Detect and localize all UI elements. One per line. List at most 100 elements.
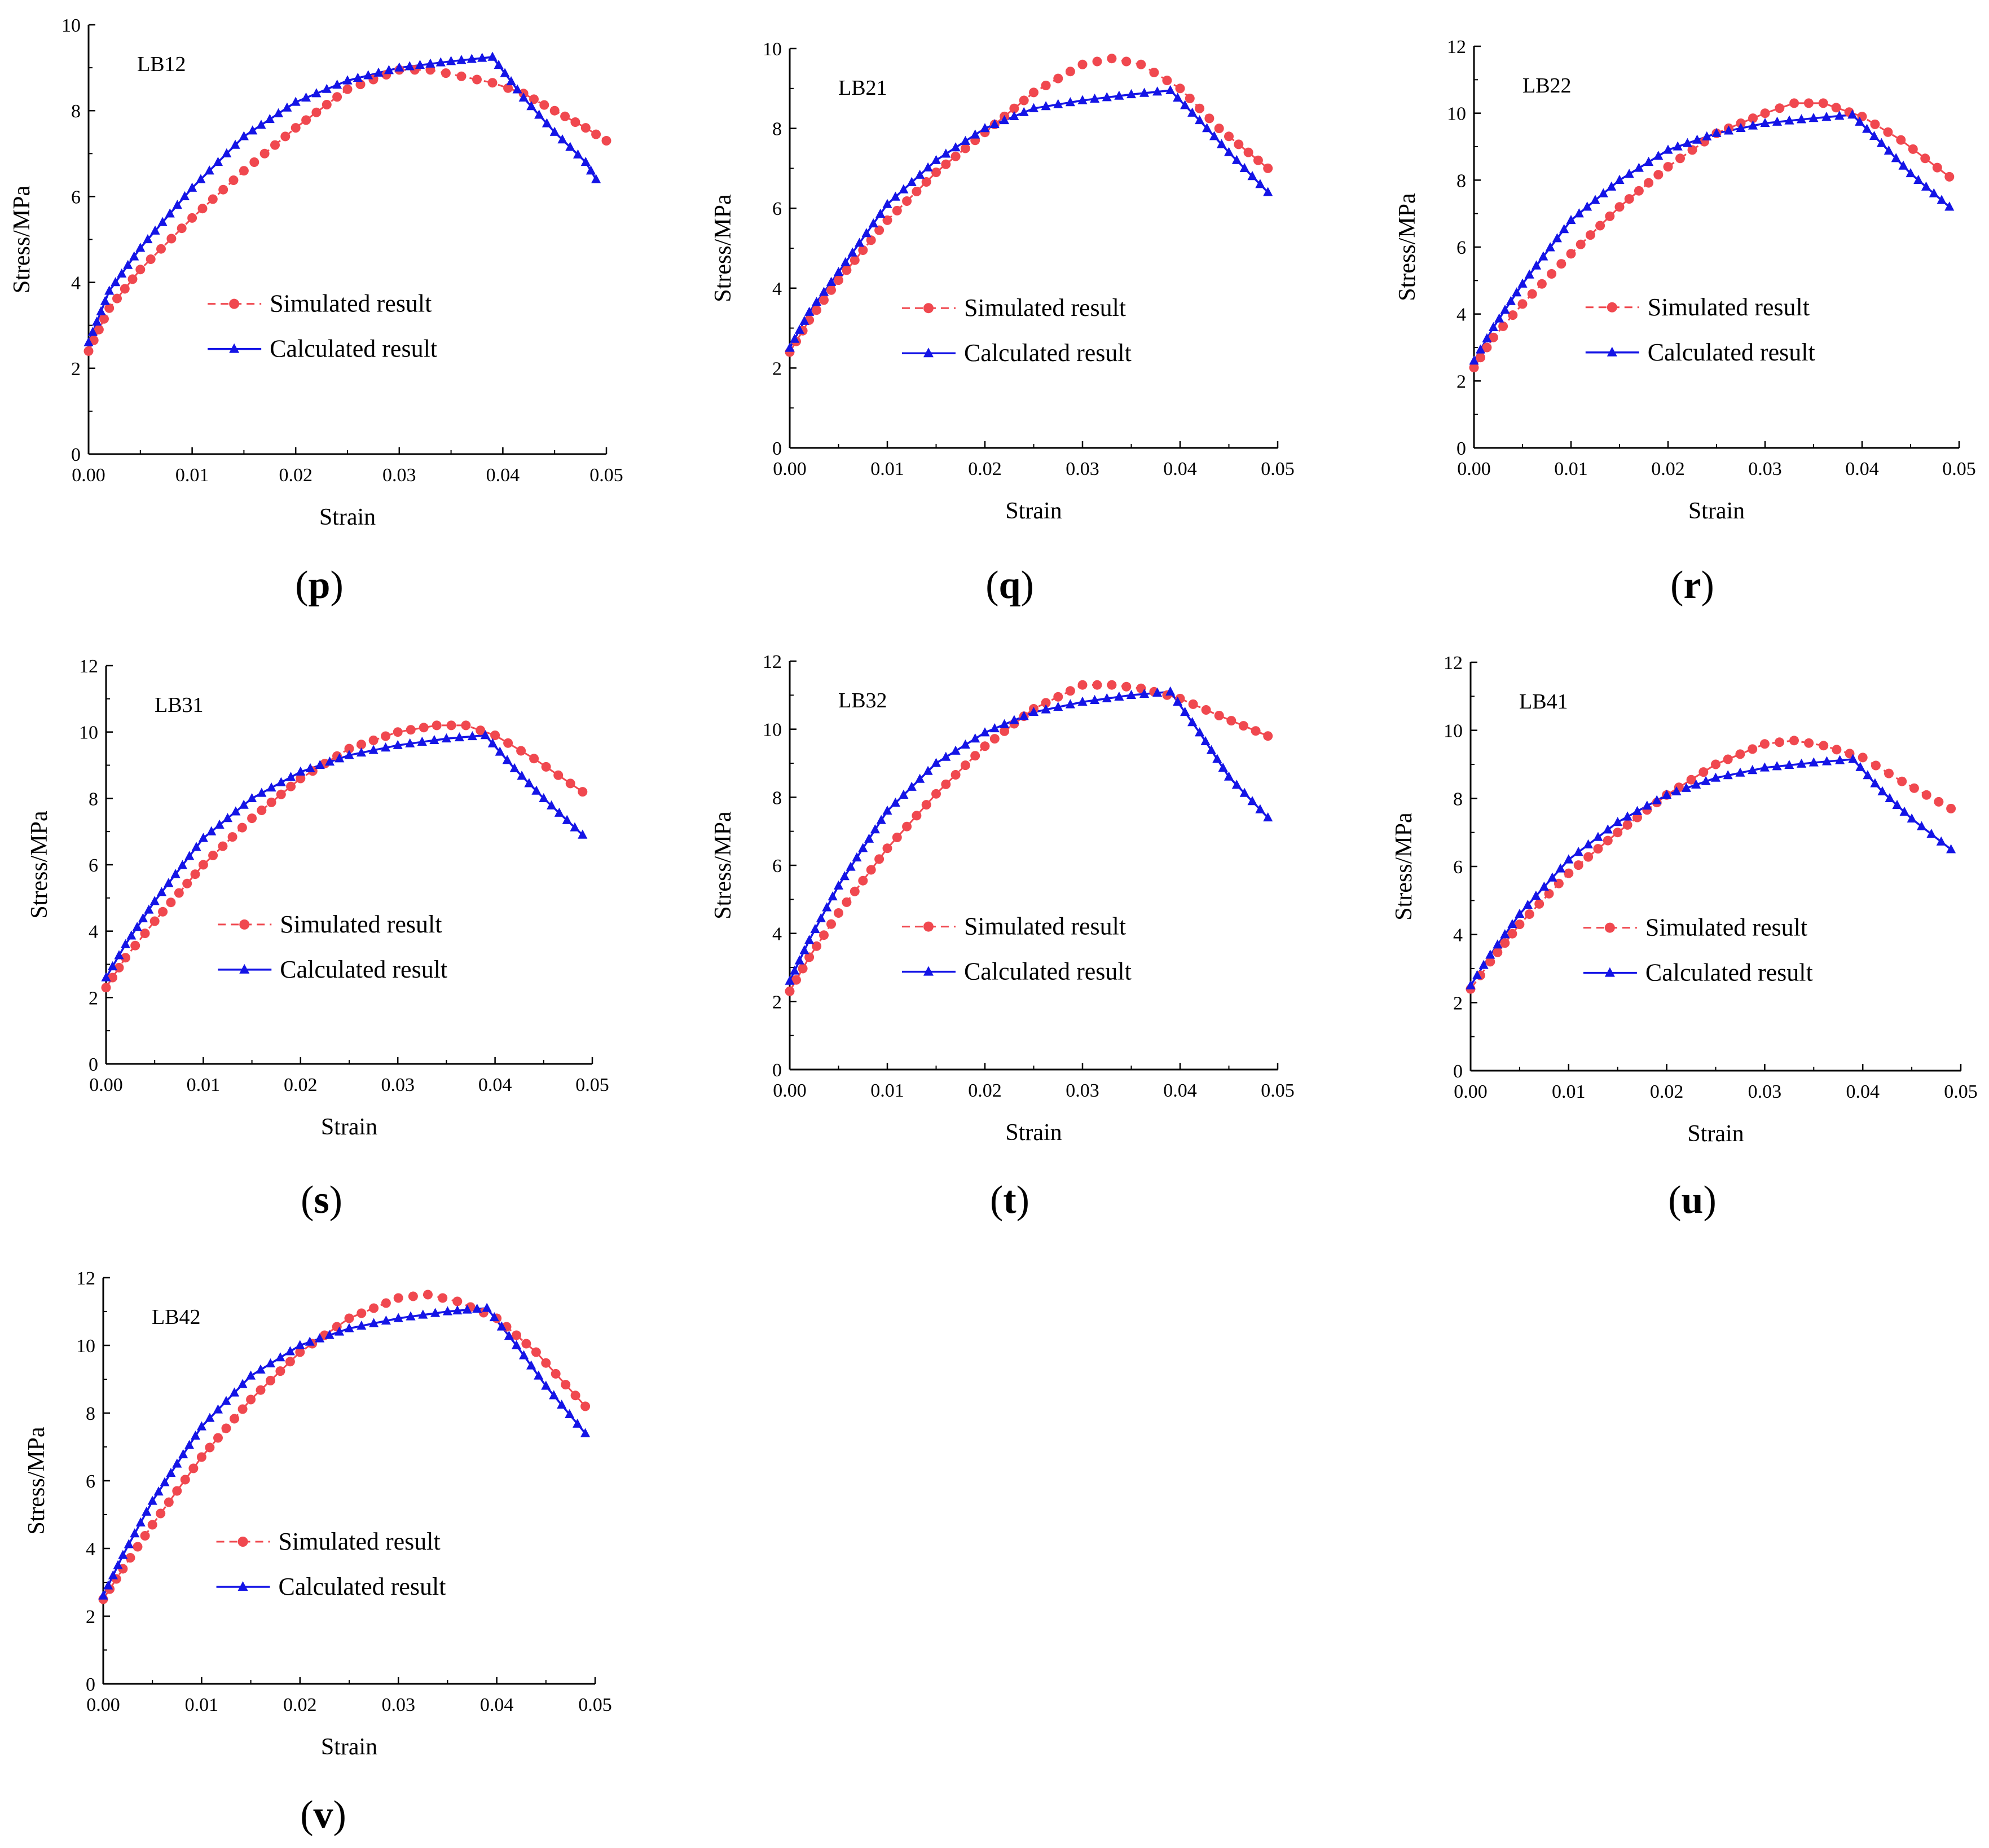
y-axis-title: Stress/MPa <box>24 1427 50 1535</box>
calculated-point <box>454 732 464 742</box>
calculated-point <box>87 327 98 336</box>
simulated-point <box>1469 363 1479 373</box>
calculated-point <box>847 247 857 257</box>
simulated-point <box>882 215 892 225</box>
calculated-point <box>1009 111 1019 121</box>
simulated-point <box>1515 919 1525 930</box>
simulated-point <box>1698 767 1709 777</box>
calculated-point <box>868 218 878 228</box>
calculated-point <box>931 758 941 767</box>
calculated-point <box>1000 115 1010 125</box>
calculated-point <box>1613 817 1623 826</box>
panel-caption: (u) <box>1668 1178 1717 1222</box>
calculated-point <box>96 306 106 315</box>
x-tick-label: 0.04 <box>478 1075 512 1095</box>
legend-simulated-label: Simulated result <box>964 913 1126 940</box>
simulated-point <box>512 1330 521 1340</box>
calculated-point <box>1485 949 1495 959</box>
calculated-point <box>526 1360 536 1370</box>
calculated-point <box>144 904 154 914</box>
simulated-point <box>158 907 168 917</box>
specimen-label: LB42 <box>152 1305 201 1329</box>
simulated-point <box>960 143 970 153</box>
calculated-point <box>960 739 970 749</box>
calculated-point <box>941 751 951 761</box>
x-tick-label: 0.04 <box>1845 459 1879 479</box>
simulated-point <box>834 275 843 285</box>
calculated-point <box>1102 92 1112 102</box>
chart-panel-q: 0.00 0.01 0.02 0.03 0.04 0.05 0 2 4 6 8 10 Strain Str… <box>710 39 1295 607</box>
simulated-point <box>1092 680 1102 690</box>
simulated-point <box>295 1347 305 1357</box>
calculated-point <box>1644 156 1654 166</box>
calculated-point <box>565 142 575 151</box>
simulated-point <box>149 916 160 926</box>
calculated-point <box>214 819 225 829</box>
calculated-point <box>1247 171 1257 181</box>
chart-panel-p: 0.00 0.01 0.02 0.03 0.04 0.05 0 2 4 6 8 10 Strain Str… <box>9 15 623 607</box>
legend-calculated-label: Calculated result <box>1645 959 1813 987</box>
calculated-point <box>257 787 267 797</box>
calculated-point <box>1821 756 1832 765</box>
simulated-point <box>432 720 442 731</box>
simulated-point <box>246 1394 256 1405</box>
simulated-point <box>858 875 868 886</box>
calculated-point <box>1634 162 1644 172</box>
calculated-point <box>381 742 391 752</box>
calculated-point <box>1065 699 1075 709</box>
x-tick-label: 0.03 <box>1066 459 1099 479</box>
simulated-point <box>1858 753 1868 763</box>
simulated-point <box>941 779 951 789</box>
calculated-point <box>256 120 266 129</box>
simulated-point <box>812 305 822 315</box>
calculated-point <box>415 60 425 69</box>
calculated-point <box>1552 233 1562 243</box>
calculated-point <box>1603 824 1613 834</box>
calculated-point <box>1848 754 1858 763</box>
simulated-point <box>1234 139 1244 149</box>
calculated-point <box>266 782 276 792</box>
y-axis-title: Stress/MPa <box>710 194 736 302</box>
simulated-point <box>578 787 588 797</box>
simulated-point <box>1251 726 1261 736</box>
x-tick-label: 0.01 <box>870 459 904 479</box>
calculated-point <box>504 1331 514 1340</box>
simulated-point <box>912 187 922 196</box>
simulated-point <box>842 265 852 275</box>
simulated-point <box>1723 754 1733 764</box>
simulated-point <box>989 734 1000 744</box>
x-tick-label: 0.00 <box>1454 1081 1488 1102</box>
calculated-point <box>286 772 296 781</box>
calculated-point <box>1173 696 1183 706</box>
simulated-point <box>285 1357 295 1367</box>
legend-simulated-label: Simulated result <box>1648 293 1810 321</box>
calculated-point <box>804 935 815 944</box>
calculated-point <box>1114 691 1124 701</box>
calculated-point <box>1681 782 1691 792</box>
calculated-point <box>1772 761 1782 771</box>
calculated-point <box>509 763 520 773</box>
calculated-point <box>1195 727 1205 737</box>
calculated-point <box>1642 800 1652 810</box>
calculated-point <box>1607 181 1617 191</box>
simulated-point <box>130 940 140 951</box>
legend-calculated-marker <box>923 966 934 976</box>
calculated-point <box>1126 689 1137 699</box>
calculated-point <box>876 815 886 824</box>
x-axis-title: Strain <box>1687 1121 1744 1147</box>
calculated-point <box>833 880 844 890</box>
simulated-point <box>1634 186 1644 196</box>
calculated-point <box>92 316 102 326</box>
legend-calculated-label: Calculated result <box>270 335 437 363</box>
simulated-point <box>1583 852 1594 862</box>
simulated-point <box>960 760 970 771</box>
calculated-point <box>156 887 167 896</box>
y-tick-label: 12 <box>763 652 782 672</box>
simulated-point <box>140 929 150 939</box>
simulated-point <box>1527 289 1537 299</box>
calculated-point <box>812 297 822 306</box>
simulated-point <box>487 78 498 88</box>
simulated-point <box>541 762 551 772</box>
calculated-point <box>855 237 865 247</box>
calculated-point <box>1855 762 1865 771</box>
